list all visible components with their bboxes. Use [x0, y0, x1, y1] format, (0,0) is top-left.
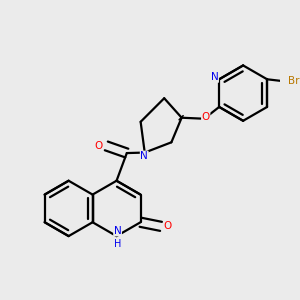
Text: Br: Br	[288, 76, 299, 86]
Text: H: H	[114, 239, 121, 249]
Text: N: N	[114, 226, 122, 236]
Text: N: N	[140, 151, 148, 161]
Text: N: N	[211, 72, 218, 82]
Text: O: O	[202, 112, 210, 122]
Text: O: O	[164, 221, 172, 231]
Text: O: O	[94, 141, 103, 151]
